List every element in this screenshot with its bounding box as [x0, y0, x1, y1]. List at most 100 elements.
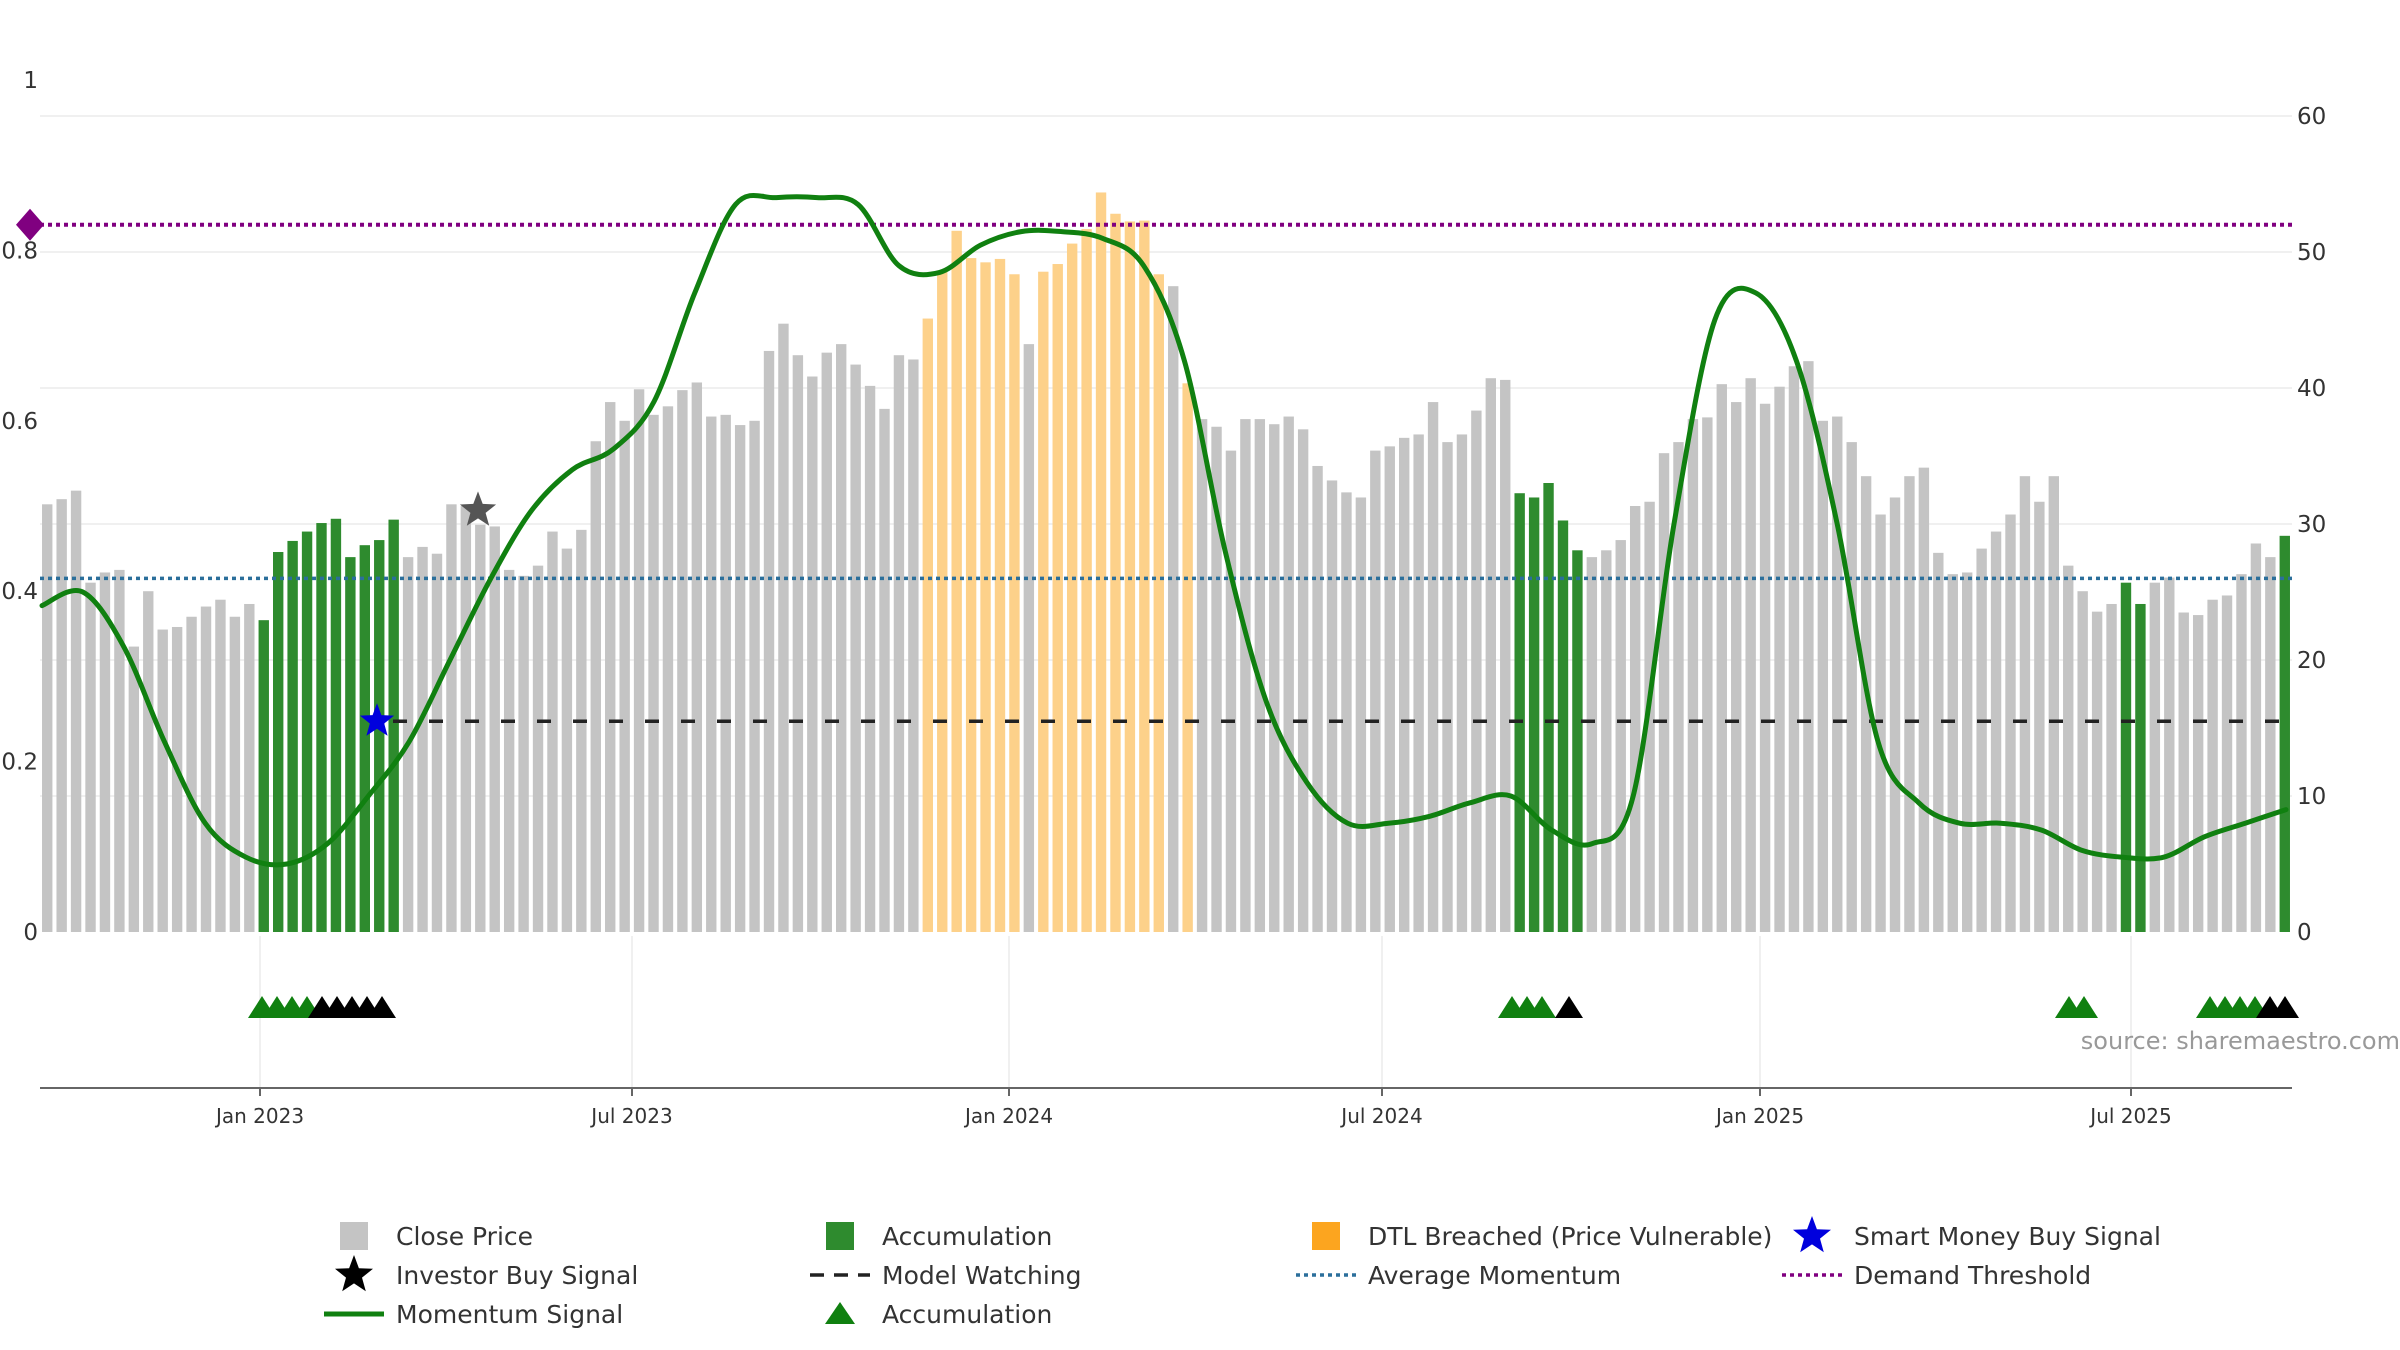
bar-close	[475, 524, 486, 932]
bar-close	[691, 382, 703, 933]
y-left-tick-label: 0.6	[1, 409, 38, 435]
bar-dtl	[965, 258, 977, 932]
bar-dtl	[1095, 192, 1107, 932]
y-right-tick-label: 30	[2297, 512, 2326, 538]
bar-accum	[2135, 603, 2146, 932]
legend-label: Investor Buy Signal	[396, 1261, 638, 1290]
legend-symbol-square	[340, 1222, 368, 1250]
bar-close	[547, 531, 558, 932]
bar-close	[1731, 402, 1742, 932]
bar-close	[1384, 446, 1395, 932]
y-right-tick-label: 50	[2297, 240, 2326, 266]
bar-close	[1947, 574, 1958, 932]
legend-label: DTL Breached (Price Vulnerable)	[1368, 1222, 1772, 1251]
bar-close	[1586, 557, 1598, 932]
bar-close	[56, 499, 67, 932]
x-tick-label: Jul 2024	[1339, 1104, 1422, 1128]
y-left-tick-label: 0.8	[1, 238, 38, 264]
bar-close	[1918, 467, 1930, 932]
accumulation-marker	[1528, 996, 1556, 1018]
bar-close	[1269, 424, 1280, 932]
bar-accum	[1528, 497, 1540, 932]
bar-close	[1283, 416, 1294, 932]
bar-close	[489, 526, 500, 932]
bar-close	[677, 390, 688, 932]
bar-close	[128, 646, 140, 932]
demand-threshold-marker	[16, 208, 44, 241]
bar-close	[446, 504, 457, 932]
bar-close	[850, 364, 861, 932]
bar-close	[778, 323, 789, 932]
bar-close	[85, 582, 96, 932]
y-right-tick-label: 20	[2297, 648, 2326, 674]
accumulation-marker	[2070, 996, 2098, 1018]
bar-close	[1355, 497, 1367, 932]
bar-close	[763, 350, 775, 932]
legend-symbol-square	[826, 1222, 854, 1250]
momentum-signal-line	[39, 192, 2289, 868]
bar-close	[2019, 476, 2031, 932]
bar-close	[186, 616, 197, 932]
bar-close	[792, 355, 804, 932]
bar-dtl	[994, 258, 1006, 932]
bar-close	[2164, 577, 2175, 932]
lines-layer	[39, 192, 2292, 868]
bar-accum	[2120, 582, 2132, 932]
bar-close	[2005, 514, 2016, 932]
bar-close	[879, 408, 890, 932]
bar-close	[1846, 442, 1857, 932]
bar-close	[1413, 434, 1424, 932]
bar-close	[2077, 591, 2088, 932]
bar-close	[1225, 450, 1237, 932]
bar-close	[561, 548, 573, 932]
bar-close	[908, 359, 919, 933]
bar-accum	[1514, 493, 1525, 932]
legend-label: Close Price	[396, 1222, 533, 1251]
bar-close	[42, 504, 53, 932]
bar-dtl	[980, 262, 991, 933]
x-tick-label: Jan 2023	[214, 1104, 304, 1128]
y-right-tick-label: 60	[2297, 104, 2326, 130]
bar-close	[157, 629, 168, 932]
bar-dtl	[922, 318, 933, 932]
bar-close	[200, 606, 212, 932]
y-left-tick-label: 0.2	[1, 750, 38, 776]
legend-symbol-square	[1312, 1222, 1340, 1250]
bar-accum	[1557, 520, 1569, 932]
bar-close	[1023, 344, 1035, 932]
bar-close	[1341, 492, 1352, 932]
grid-layer	[40, 115, 2292, 1088]
x-tick-label: Jul 2025	[2088, 1104, 2171, 1128]
bar-close	[1297, 429, 1309, 932]
bar-close	[1803, 361, 1814, 932]
bar-close	[1399, 437, 1410, 932]
bar-close	[99, 572, 111, 932]
y-right-tick-label: 0	[2297, 920, 2312, 946]
legend-layer: Close Price Accumulation DTL Breached (Pri…	[324, 1216, 2161, 1329]
x-tick-label: Jan 2024	[963, 1104, 1053, 1128]
bar-close	[2149, 582, 2161, 932]
bar-close	[1832, 416, 1843, 932]
bar-accum	[287, 540, 298, 932]
legend-label: Demand Threshold	[1854, 1261, 2091, 1290]
legend-label: Accumulation	[882, 1300, 1052, 1329]
bar-close	[605, 402, 616, 932]
x-tick-label: Jul 2023	[589, 1104, 672, 1128]
bar-close	[2207, 599, 2218, 932]
bar-close	[171, 626, 183, 932]
investor-marker	[368, 996, 396, 1018]
bar-close	[706, 416, 717, 932]
bar-accum	[359, 545, 370, 932]
bar-dtl	[937, 271, 948, 932]
bar-close	[893, 355, 905, 932]
bar-close	[1687, 419, 1699, 933]
bar-close	[1788, 366, 1800, 932]
bar-close	[1500, 379, 1511, 932]
legend-label: Average Momentum	[1368, 1261, 1621, 1290]
bars-layer	[42, 192, 2290, 933]
bar-accum	[273, 552, 284, 932]
bar-close	[1962, 572, 1973, 932]
bar-close	[1745, 378, 1756, 932]
bar-close	[2192, 615, 2204, 932]
